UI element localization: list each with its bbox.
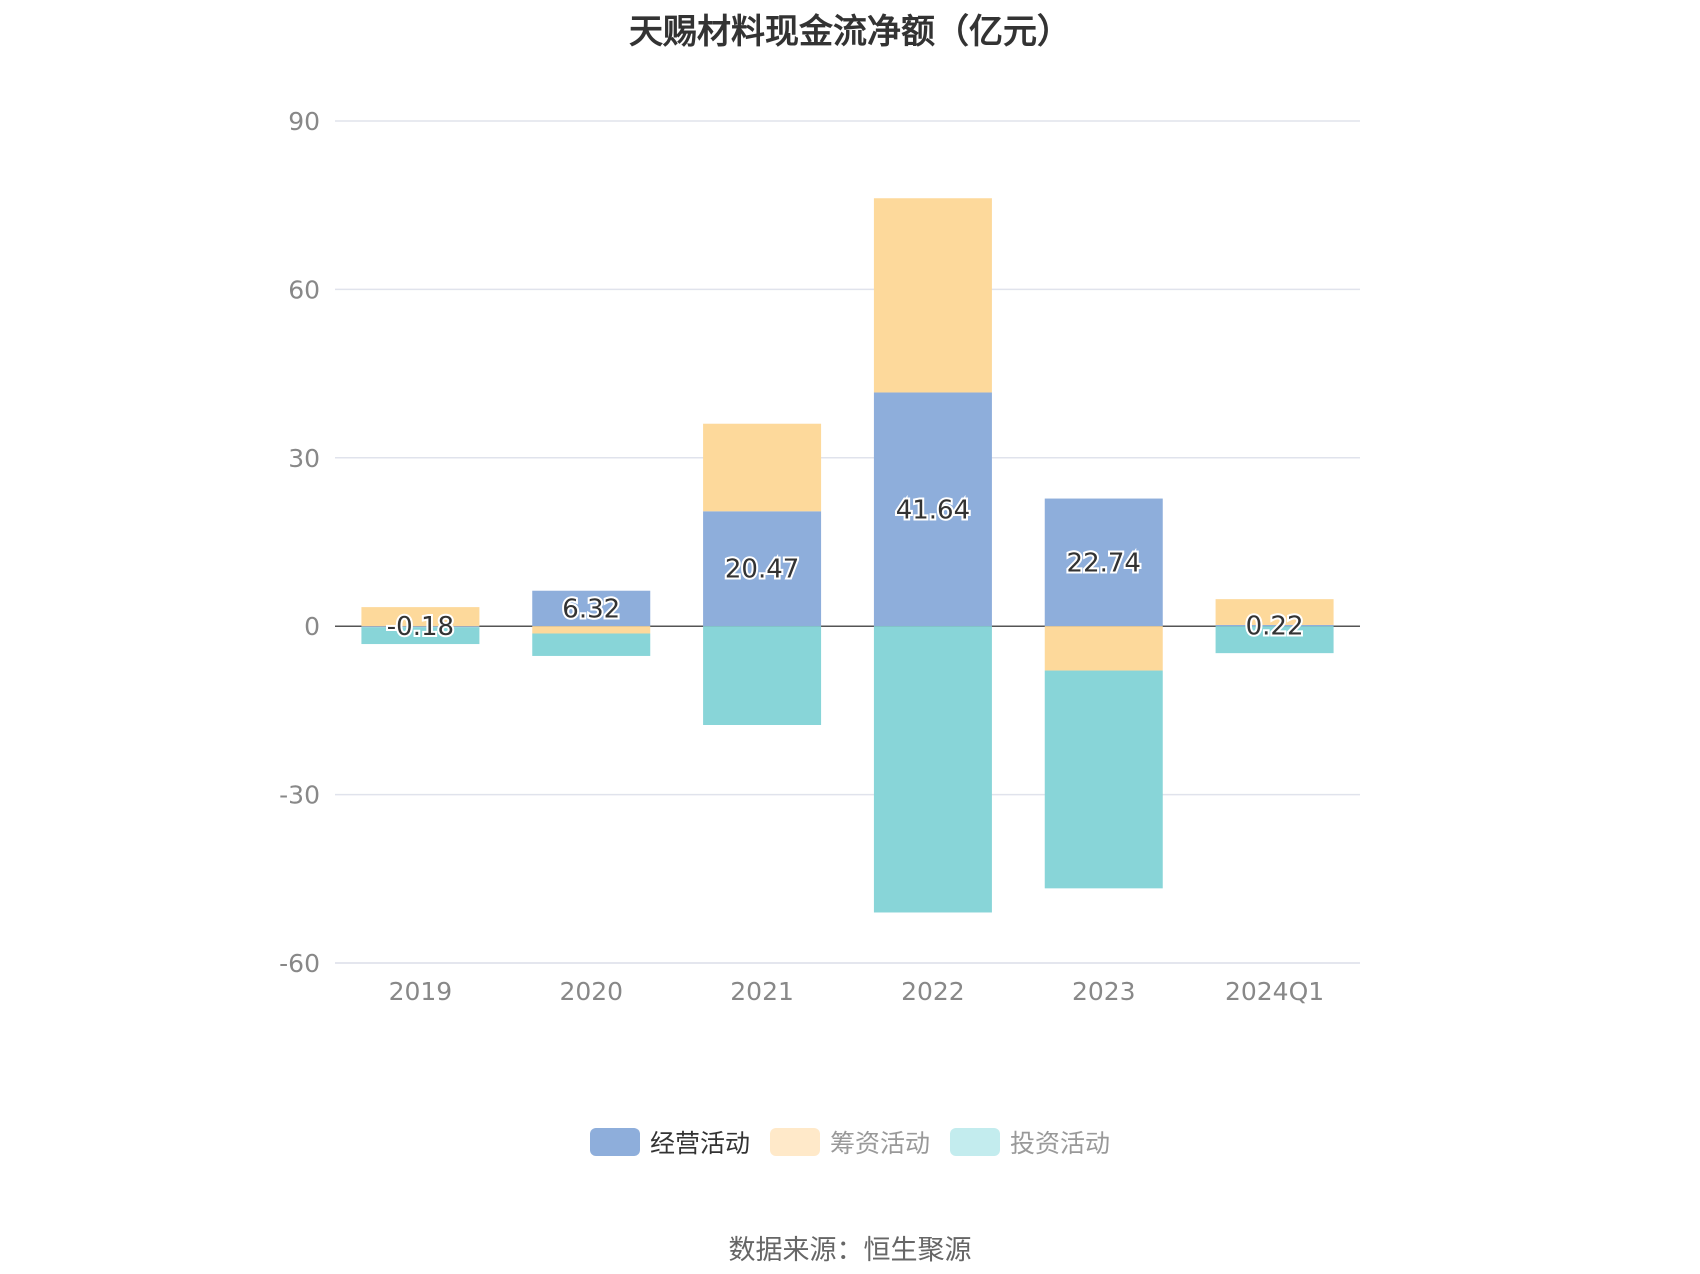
y-tick-label: 90 (288, 107, 320, 136)
data-source: 数据来源：恒生聚源 (728, 1235, 972, 1266)
bar-筹资活动-2022 (873, 198, 992, 393)
bar-筹资活动-2023 (1044, 626, 1163, 671)
x-tick-label: 2023 (1072, 977, 1136, 1006)
bar-投资活动-2023 (1044, 670, 1163, 889)
data-label: -0.18 (387, 612, 454, 642)
legend-swatch (589, 1128, 640, 1156)
legend-item[interactable]: 投资活动 (950, 1124, 1110, 1160)
data-label: 22.74 (1067, 548, 1141, 578)
bar-经营活动-2019 (361, 626, 480, 628)
legend-label: 经营活动 (649, 1129, 750, 1158)
legend-label: 筹资活动 (829, 1129, 930, 1158)
x-tick-label: 2019 (389, 977, 453, 1006)
bar-经营活动-2021 (703, 511, 822, 627)
bar-筹资活动-2019 (361, 607, 480, 627)
y-tick-label: -30 (279, 781, 320, 810)
bar-经营活动-2022 (873, 392, 992, 627)
legend-label: 投资活动 (1010, 1129, 1111, 1158)
bar-经营活动-2023 (1044, 498, 1163, 627)
x-tick-label: 2022 (901, 977, 965, 1006)
x-tick-label: 2020 (559, 977, 623, 1006)
data-label: 0.22 (1246, 612, 1304, 642)
x-tick-label: 2024Q1 (1225, 977, 1324, 1006)
bar-投资活动-2021 (703, 626, 822, 725)
y-tick-label: -60 (279, 949, 320, 978)
labels-layer: 2019 2020 2021 2022 2023 2024Q1 -0.18 6.32 20.47… (385, 493, 1324, 1006)
bar-经营活动-2024Q1 (1215, 624, 1334, 627)
data-label: 20.47 (725, 555, 799, 585)
legend-swatch (950, 1128, 1000, 1156)
y-tick-label: 0 (304, 612, 320, 641)
bar-筹资活动-2024Q1 (1215, 599, 1334, 625)
bar-经营活动-2020 (532, 590, 651, 627)
legend-swatch (769, 1128, 820, 1156)
grid-layer: 90 60 30 0 -30 -60 (279, 107, 1360, 978)
legend-item[interactable]: 经营活动 (589, 1124, 750, 1160)
data-label: 41.64 (896, 495, 970, 525)
bar-筹资活动-2020 (532, 626, 651, 634)
chart: 90 60 30 0 -30 -60 2019 2020 2021 2022 2023 2024Q1… (279, 107, 1360, 1006)
legend-item[interactable]: 筹资活动 (769, 1124, 930, 1160)
y-tick-label: 60 (288, 275, 320, 304)
bars-layer (361, 198, 1334, 913)
bar-投资活动-2022 (873, 626, 992, 913)
chart-title: 天赐材料现金流净额（亿元） (629, 12, 1071, 52)
bar-投资活动-2024Q1 (1215, 626, 1334, 654)
x-tick-label: 2021 (730, 977, 794, 1006)
data-label: 6.32 (562, 594, 620, 624)
bar-投资活动-2020 (532, 633, 651, 656)
bar-投资活动-2019 (361, 627, 480, 645)
y-tick-label: 30 (288, 444, 320, 473)
legend: 经营活动 筹资活动 投资活动 (0, 1124, 1700, 1160)
bar-筹资活动-2021 (703, 423, 822, 512)
